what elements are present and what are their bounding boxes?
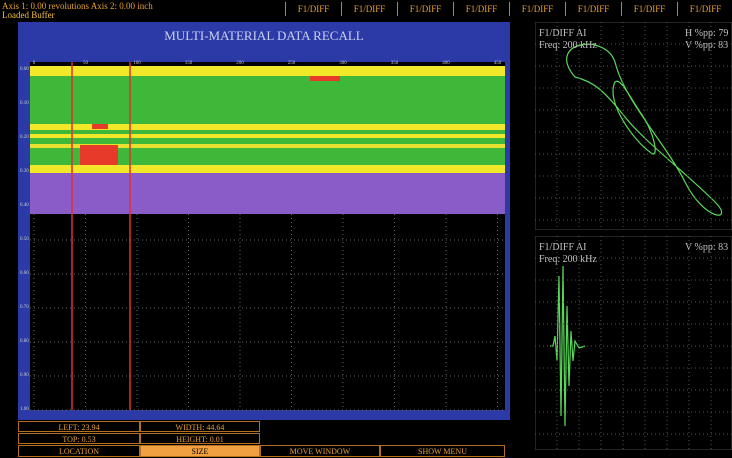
- x-axis-label: 100: [133, 61, 141, 66]
- y-axis-label: 0.40: [20, 203, 29, 208]
- menu-button[interactable]: MOVE WINDOW: [260, 445, 380, 457]
- cscan-title: MULTI-MATERIAL DATA RECALL: [164, 28, 364, 43]
- channel-label: F1/DIFF AI: [539, 28, 587, 39]
- x-axis-label: 250: [288, 61, 296, 66]
- tab-button[interactable]: F1/DIFF: [677, 2, 732, 16]
- tab-button[interactable]: F1/DIFF: [509, 2, 565, 16]
- tab-button[interactable]: F1/DIFF: [285, 2, 341, 16]
- y-axis-label: 0.70: [20, 305, 29, 310]
- x-axis-label: 150: [185, 61, 193, 66]
- readout-top: TOP: 0.53: [18, 433, 140, 444]
- y-axis-label: 0.30: [20, 169, 29, 174]
- readout-height: HEIGHT: 0.01: [140, 433, 260, 444]
- x-axis-label: 300: [339, 61, 347, 66]
- channel-label: F1/DIFF AI: [539, 242, 587, 253]
- menu-button[interactable]: SIZE: [140, 445, 260, 457]
- x-axis-label: 450: [494, 61, 502, 66]
- y-axis-label: 0.50: [20, 237, 29, 242]
- y-axis-label: 0.60: [20, 271, 29, 276]
- tab-button[interactable]: F1/DIFF: [453, 2, 509, 16]
- tab-button[interactable]: F1/DIFF: [341, 2, 397, 16]
- freq-label: Freq: 200 kHz: [539, 40, 597, 51]
- y-axis-label: 0.10: [20, 101, 29, 106]
- tab-button[interactable]: F1/DIFF: [565, 2, 621, 16]
- y-axis-label: 0.90: [20, 373, 29, 378]
- x-axis-label: 350: [391, 61, 399, 66]
- x-axis-label: 400: [442, 61, 450, 66]
- y-axis-label: 0.80: [20, 339, 29, 344]
- v-label: V %pp: 83: [685, 242, 728, 253]
- y-axis-label: 0.20: [20, 135, 29, 140]
- tab-button[interactable]: F1/DIFF: [621, 2, 677, 16]
- freq-label: Freq: 200 kHz: [539, 254, 597, 265]
- menu-button[interactable]: LOCATION: [18, 445, 140, 457]
- readout-width: WIDTH: 44.64: [140, 421, 260, 432]
- readout-left: LEFT: 23.94: [18, 421, 140, 432]
- tab-button[interactable]: F1/DIFF: [397, 2, 453, 16]
- x-axis-label: 50: [83, 61, 89, 66]
- buffer-text: Loaded Buffer: [2, 10, 55, 20]
- x-axis-label: 200: [236, 61, 244, 66]
- y-axis-label: 0.00: [20, 67, 29, 72]
- h-label: H %pp: 79: [685, 28, 728, 39]
- screen: Axis 1: 0.00 revolutions Axis 2: 0.00 in…: [0, 0, 732, 457]
- v-label: V %pp: 83: [685, 40, 728, 51]
- y-axis-label: 1.00: [20, 407, 29, 412]
- menu-button[interactable]: SHOW MENU: [380, 445, 505, 457]
